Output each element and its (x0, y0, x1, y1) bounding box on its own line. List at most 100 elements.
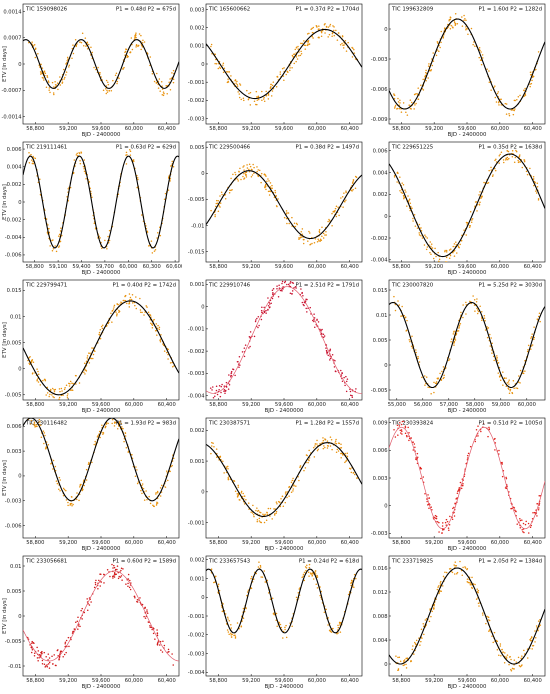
data-point (292, 490, 294, 492)
data-point (532, 176, 535, 178)
data-point (41, 650, 43, 653)
data-point (227, 78, 229, 80)
y-tick-label: 0.001 (190, 459, 205, 465)
data-point (54, 465, 57, 468)
data-point (65, 489, 67, 492)
data-point (230, 636, 233, 638)
data-point (469, 445, 472, 448)
data-point (346, 378, 349, 380)
data-point (323, 24, 326, 26)
data-point (83, 159, 86, 161)
data-point (321, 226, 323, 228)
y-tick-label: -0.006 (5, 253, 22, 259)
x-tick-label: 59,600 (275, 126, 293, 132)
data-point (275, 510, 278, 513)
data-point (230, 372, 232, 375)
data-point (267, 94, 270, 96)
data-point (411, 335, 413, 337)
y-tick-label: -0.004 (188, 670, 205, 676)
data-point (438, 521, 440, 524)
panel-title: TIC 229910746 (208, 283, 251, 289)
data-point (454, 561, 457, 563)
data-point (283, 79, 285, 81)
data-point (224, 197, 227, 200)
data-point (352, 181, 354, 183)
data-point (265, 312, 267, 314)
data-point (406, 435, 408, 438)
data-point (355, 577, 357, 580)
data-point (257, 509, 260, 512)
data-point (453, 506, 455, 509)
data-point (246, 167, 249, 169)
data-point (535, 625, 538, 627)
data-point (80, 41, 83, 44)
data-point (302, 575, 304, 577)
data-point (250, 511, 252, 513)
data-point (145, 490, 147, 492)
data-point (424, 375, 426, 377)
data-point (239, 84, 242, 86)
data-point (445, 571, 448, 574)
data-point (126, 56, 128, 58)
data-point (125, 446, 128, 449)
data-point (141, 492, 143, 495)
data-point (161, 88, 164, 90)
data-point (158, 328, 161, 331)
data-point (166, 93, 168, 95)
data-point (139, 309, 142, 311)
data-point (436, 49, 439, 51)
x-tick-label: 60,600 (166, 264, 182, 270)
y-tick-label: 0.005 (190, 145, 205, 151)
data-point (334, 370, 337, 372)
data-point (450, 248, 452, 250)
data-point (83, 170, 86, 172)
data-point (91, 347, 93, 349)
data-point (536, 515, 538, 517)
data-point (256, 520, 259, 523)
data-point (250, 577, 252, 580)
data-point (483, 181, 485, 184)
data-point (450, 340, 452, 343)
data-point (62, 487, 65, 490)
data-point (305, 567, 308, 569)
data-point (448, 359, 450, 362)
data-point (246, 594, 248, 597)
data-point (473, 41, 475, 43)
data-point (531, 644, 534, 647)
data-point (515, 150, 518, 153)
y-tick-label: -0.009 (371, 117, 388, 123)
data-point (160, 649, 162, 651)
y-tick-label: 0.001 (190, 576, 205, 582)
data-point (238, 355, 241, 358)
data-point (408, 439, 410, 442)
data-point (122, 427, 124, 430)
data-point (482, 614, 484, 616)
data-point (534, 641, 536, 643)
data-point (441, 532, 443, 534)
data-point (236, 83, 238, 86)
data-point (252, 504, 254, 507)
data-point (497, 372, 499, 374)
data-point (219, 195, 221, 197)
data-point (289, 292, 292, 295)
data-point (338, 442, 341, 445)
data-point (40, 72, 43, 74)
data-point (116, 568, 118, 571)
data-point (465, 29, 467, 31)
data-point (272, 291, 274, 294)
data-point (427, 386, 429, 388)
data-point (431, 64, 434, 67)
data-point (143, 41, 146, 43)
period-annotation: P1 = 0.37d P2 = 1704d (295, 7, 359, 13)
data-point (108, 229, 111, 232)
data-point (491, 635, 493, 638)
data-point (400, 191, 402, 194)
data-point (270, 86, 272, 88)
data-point (508, 392, 511, 395)
data-point (304, 44, 307, 47)
x-tick-label: 59,200 (425, 678, 443, 684)
data-point (116, 565, 119, 567)
data-point (46, 664, 48, 666)
panel-title: TIC 229651225 (391, 145, 433, 151)
data-point (405, 657, 407, 660)
